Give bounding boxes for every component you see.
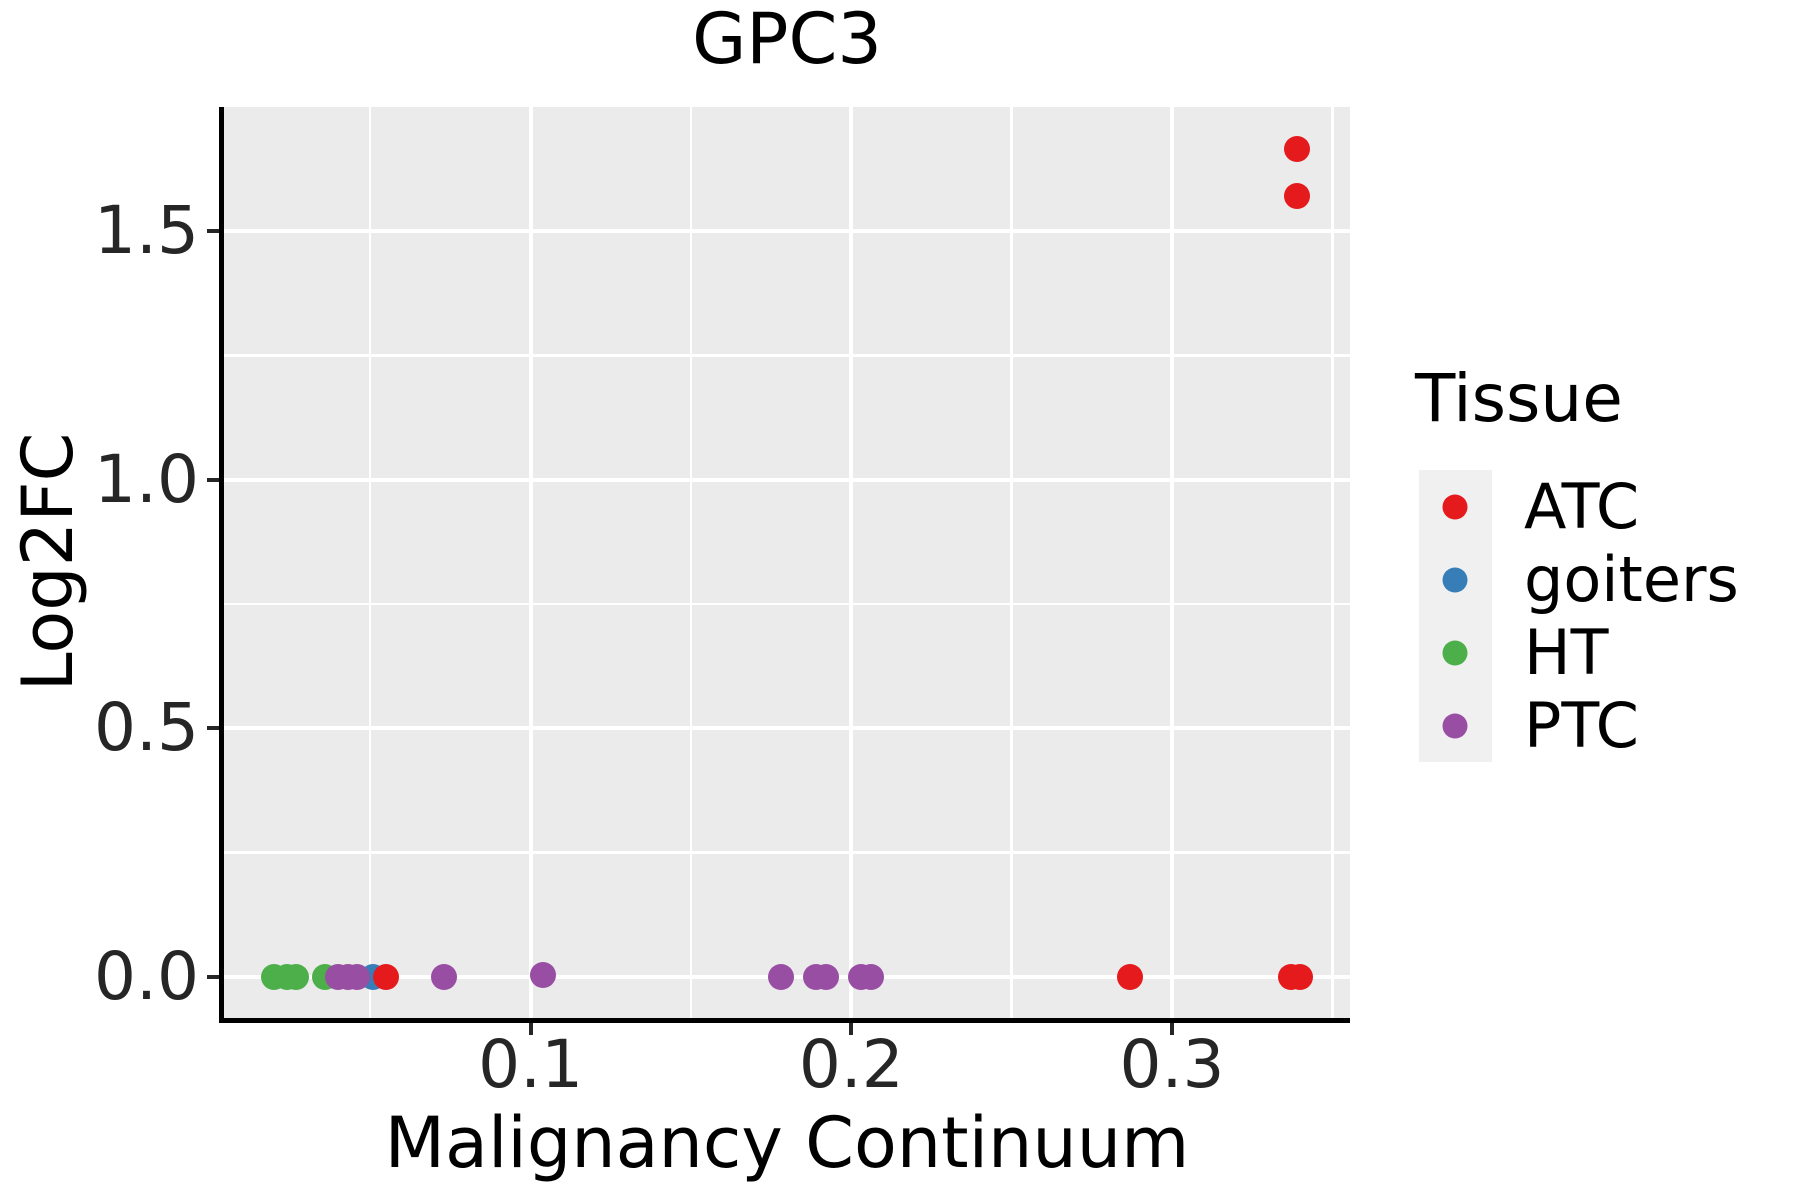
y-tick-label: 0.0 — [94, 937, 199, 1015]
gridline-x-minor — [689, 107, 693, 1018]
gridline-y-minor — [224, 602, 1350, 606]
legend-dot-PTC — [1442, 713, 1468, 738]
data-point-ATC — [1117, 963, 1144, 990]
legend-dot-HT — [1442, 640, 1468, 665]
legend-label-HT: HT — [1524, 615, 1609, 689]
data-point-ATC — [1284, 136, 1311, 163]
legend-dot-goiters — [1442, 567, 1468, 592]
x-tick — [849, 1023, 854, 1035]
legend-title: Tissue — [1415, 360, 1623, 437]
data-point-PTC — [344, 963, 371, 990]
data-point-PTC — [431, 963, 457, 990]
legend-label-goiters: goiters — [1524, 542, 1739, 616]
x-tick-label: 0.2 — [798, 1026, 904, 1103]
data-point-ATC — [1284, 183, 1311, 210]
gridline-y-major — [224, 726, 1350, 731]
plot-panel — [224, 107, 1350, 1018]
gridline-x-major — [528, 107, 533, 1018]
y-tick — [207, 974, 219, 979]
gridline-y-major — [224, 229, 1350, 234]
y-tick — [207, 726, 219, 731]
y-tick-label: 0.5 — [94, 689, 199, 767]
data-point-ATC — [373, 963, 400, 990]
x-tick — [528, 1023, 533, 1035]
data-point-ATC — [1287, 963, 1314, 990]
x-tick — [1170, 1023, 1174, 1035]
x-tick-label: 0.3 — [1119, 1026, 1225, 1103]
gridline-x-major — [849, 107, 854, 1018]
data-point-PTC — [530, 961, 557, 988]
x-axis-title: Malignancy Continuum — [384, 1102, 1190, 1184]
data-point-HT — [283, 963, 310, 990]
y-tick — [207, 229, 219, 234]
y-tick-label: 1.0 — [94, 440, 199, 518]
gridline-x-minor — [368, 107, 372, 1018]
gridline-x-major — [1170, 107, 1174, 1018]
y-tick — [207, 477, 219, 482]
y-axis-title: Log2FC — [7, 432, 89, 692]
x-axis-line — [219, 1018, 1350, 1023]
x-tick-label: 0.1 — [478, 1026, 584, 1103]
data-point-PTC — [857, 963, 884, 990]
legend-label-ATC: ATC — [1524, 469, 1640, 543]
legend-dot-ATC — [1442, 494, 1468, 519]
gridline-y-minor — [224, 851, 1350, 854]
gridline-y-major — [224, 477, 1350, 482]
y-tick-label: 1.5 — [94, 192, 199, 270]
gridline-x-minor — [1331, 107, 1334, 1018]
gridline-x-minor — [1010, 107, 1013, 1018]
chart-title: GPC3 — [692, 0, 882, 80]
data-point-PTC — [767, 963, 794, 990]
data-point-PTC — [812, 963, 839, 990]
legend-label-PTC: PTC — [1524, 688, 1639, 762]
y-axis-line — [219, 107, 224, 1023]
gridline-y-minor — [224, 354, 1350, 357]
